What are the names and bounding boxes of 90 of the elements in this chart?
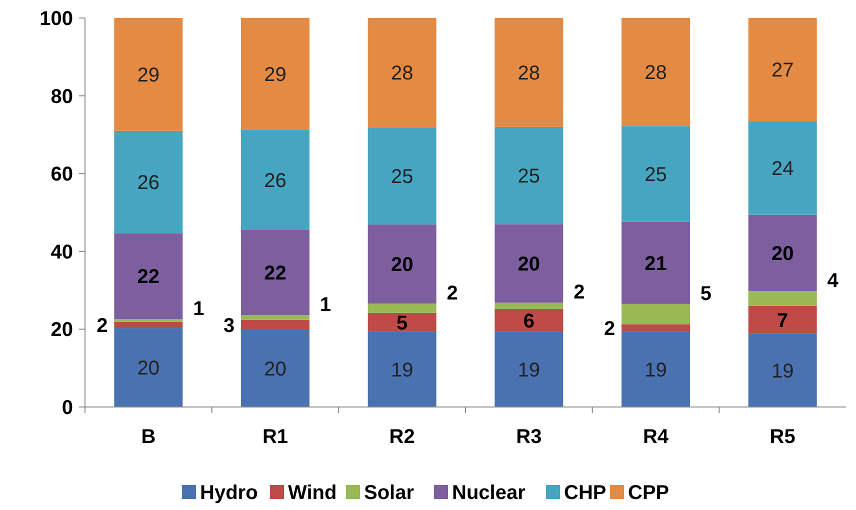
bar [241, 315, 310, 320]
bar [114, 322, 183, 328]
bar [368, 224, 436, 304]
y-tick-label: 60 [50, 164, 73, 186]
x-tick-label: R1 [262, 426, 288, 448]
data-label: 2 [446, 282, 458, 305]
data-label: 5 [700, 282, 712, 305]
bar [494, 126, 564, 224]
bar [114, 18, 183, 131]
legend-label: CPP [628, 482, 670, 504]
bar [114, 233, 183, 320]
x-tick-label: R3 [516, 426, 542, 448]
bar [368, 127, 436, 225]
y-tick-label: 40 [50, 241, 73, 264]
data-label: 7 [777, 310, 788, 332]
legend-label: CHP [564, 482, 606, 504]
data-label: 5 [396, 312, 408, 334]
data-label: 20 [518, 253, 540, 276]
data-label: 1 [193, 298, 204, 320]
bar [622, 332, 690, 407]
bar [241, 230, 310, 316]
data-label: 2 [574, 282, 585, 304]
bar [494, 308, 564, 332]
bar [241, 18, 310, 130]
y-tick-label: 80 [50, 86, 73, 108]
x-tick-label: B [141, 426, 156, 448]
bar [241, 330, 310, 407]
bar [494, 302, 564, 309]
data-label: 4 [827, 270, 840, 292]
y-tick-label: 20 [50, 319, 73, 342]
legend-label: Nuclear [452, 482, 526, 504]
bar [748, 306, 817, 334]
data-label: 19 [644, 359, 667, 382]
data-label: 20 [137, 358, 160, 380]
bar [241, 320, 310, 330]
data-label: 21 [644, 252, 667, 275]
bar [114, 328, 183, 407]
x-tick-label: R2 [389, 426, 415, 448]
data-label: 20 [264, 358, 286, 380]
data-label: 29 [137, 64, 160, 86]
bar [114, 319, 183, 322]
bar [368, 312, 436, 332]
bar [114, 130, 183, 234]
legend-label: Wind [288, 482, 337, 504]
data-label: 20 [390, 254, 414, 276]
bar [748, 214, 817, 292]
data-label: 28 [518, 62, 540, 84]
x-tick-label: R5 [770, 426, 796, 448]
bar [748, 18, 817, 122]
bar [494, 18, 564, 127]
bar [748, 291, 817, 306]
data-label: 1 [320, 294, 332, 316]
data-label: 24 [771, 158, 794, 180]
data-label: 20 [771, 242, 794, 265]
bar [622, 304, 690, 324]
data-label: 28 [644, 62, 667, 84]
bar [622, 222, 690, 304]
bar [368, 18, 436, 128]
data-label: 25 [644, 164, 667, 186]
bar [622, 126, 690, 222]
bar [748, 334, 817, 407]
data-label: 3 [223, 314, 235, 337]
data-label: 6 [523, 310, 534, 332]
bar [622, 18, 690, 126]
legend-label: Hydro [200, 482, 258, 504]
bar [368, 332, 436, 407]
y-tick-label: 100 [40, 8, 73, 30]
data-label: 25 [390, 166, 414, 188]
bar [494, 224, 564, 303]
y-tick-label: 0 [62, 397, 73, 419]
data-label: 22 [264, 262, 286, 285]
bar [748, 121, 817, 215]
data-label: 28 [390, 62, 414, 85]
data-label: 2 [96, 314, 108, 337]
bar [241, 130, 310, 230]
data-label: 22 [137, 266, 160, 288]
x-tick-label: R4 [642, 426, 670, 448]
data-label: 2 [604, 318, 616, 340]
bar [368, 304, 436, 313]
data-label: 26 [264, 170, 286, 192]
data-label: 29 [264, 64, 286, 86]
data-label: 19 [518, 359, 540, 382]
bar [622, 324, 690, 332]
bar [494, 332, 564, 407]
legend-label: Solar [364, 482, 414, 504]
data-label: 27 [771, 60, 794, 82]
data-label: 19 [390, 359, 414, 382]
data-label: 26 [137, 172, 160, 194]
data-label: 25 [518, 166, 540, 188]
data-label: 19 [771, 360, 794, 382]
